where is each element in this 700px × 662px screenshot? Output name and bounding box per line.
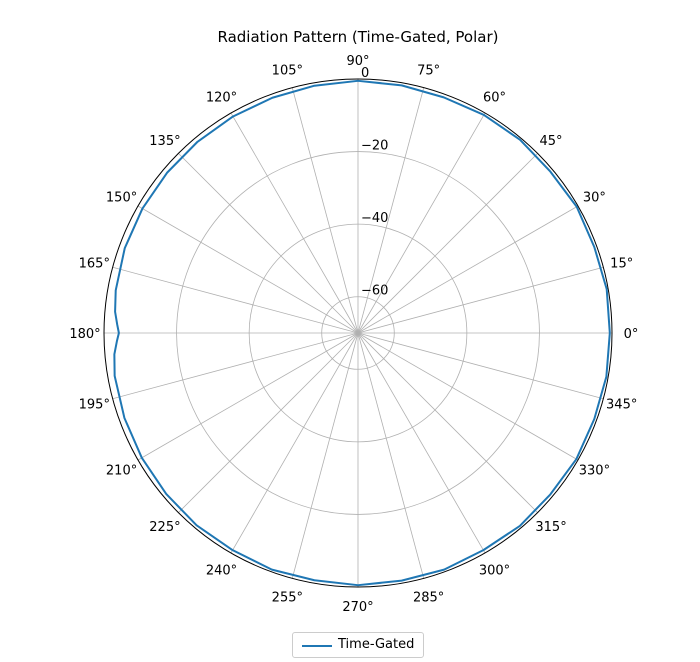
polar-frame — [103, 78, 613, 588]
legend-label: Time-Gated — [338, 637, 415, 652]
theta-tick-label: 240° — [206, 563, 237, 578]
spoke-gridline — [137, 332, 359, 461]
polar-grid — [103, 78, 613, 588]
spoke-gridline — [357, 153, 538, 334]
spoke-gridline — [357, 332, 579, 461]
legend-line-swatch — [302, 645, 332, 647]
spoke-gridline — [357, 112, 486, 334]
theta-tick-label: 315° — [535, 520, 566, 535]
spoke-gridline — [112, 332, 359, 400]
r-tick-label: −40 — [361, 211, 388, 226]
spoke-gridline — [291, 332, 359, 579]
spoke-gridline — [178, 332, 359, 513]
ring-gridline — [248, 223, 468, 443]
spoke-gridline — [357, 205, 579, 334]
theta-tick-label: 30° — [583, 191, 606, 206]
spoke-gridline — [357, 87, 425, 334]
theta-tick-label: 15° — [610, 256, 633, 271]
series-line-time-gated — [113, 79, 611, 587]
spoke-gridline — [230, 112, 359, 334]
spoke-gridline — [230, 332, 359, 554]
theta-tick-label: 345° — [606, 398, 637, 413]
tick-label-layer: 0° 15° 30° 45° 60° 75° 90° 105° 120° 135° 150° 165°… — [69, 54, 638, 615]
ring-gridline — [176, 151, 540, 515]
theta-tick-label: 195° — [79, 398, 110, 413]
theta-tick-label: 330° — [579, 464, 610, 479]
spoke-gridline — [178, 153, 359, 334]
chart-title: Radiation Pattern (Time-Gated, Polar) — [218, 28, 499, 46]
spoke-gridline — [357, 266, 604, 334]
theta-tick-label: 255° — [272, 591, 303, 606]
spoke-gridline — [291, 87, 359, 334]
spoke-gridline — [357, 332, 604, 400]
theta-tick-label: 75° — [417, 63, 440, 78]
spoke-gridline — [137, 205, 359, 334]
theta-tick-label: 285° — [413, 591, 444, 606]
spoke-gridline — [357, 332, 486, 554]
ring-gridline — [321, 296, 395, 370]
theta-tick-label: 135° — [149, 134, 180, 149]
theta-tick-label: 180° — [69, 327, 100, 342]
theta-tick-label: 210° — [106, 464, 137, 479]
spoke-gridline — [357, 332, 538, 513]
theta-tick-label: 105° — [272, 63, 303, 78]
theta-tick-label: 225° — [149, 520, 180, 535]
theta-tick-label: 150° — [106, 191, 137, 206]
spoke-gridline — [112, 266, 359, 334]
theta-tick-label: 120° — [206, 91, 237, 106]
theta-tick-label: 60° — [483, 91, 506, 106]
theta-tick-label: 165° — [79, 256, 110, 271]
theta-tick-label: 90° — [346, 54, 369, 69]
r-tick-label: −60 — [361, 284, 388, 299]
theta-tick-label: 45° — [540, 134, 563, 149]
spoke-gridline — [357, 332, 425, 579]
legend: Time-Gated — [292, 632, 424, 658]
theta-tick-label: 270° — [342, 600, 373, 615]
r-tick-label: 0 — [361, 66, 369, 81]
theta-tick-label: 0° — [624, 327, 639, 342]
series-layer — [113, 79, 611, 587]
r-tick-label: −20 — [361, 139, 388, 154]
theta-tick-label: 300° — [479, 563, 510, 578]
